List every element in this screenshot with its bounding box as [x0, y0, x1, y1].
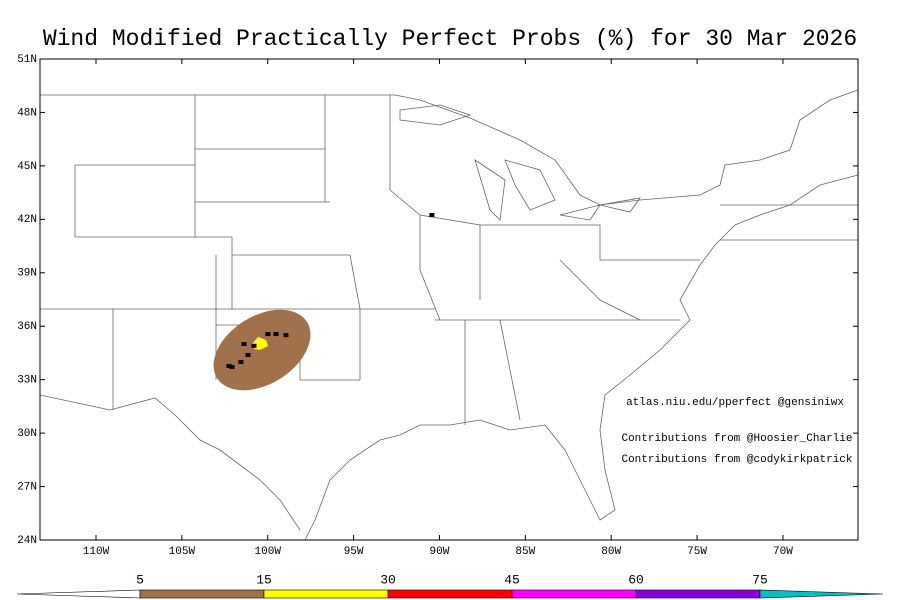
colorbar-segment — [635, 589, 761, 599]
border-mexico — [39, 394, 301, 531]
lon-tick-label: 90W — [430, 546, 450, 558]
lon-tick-label: 80W — [601, 546, 621, 558]
title: Wind Modified Practically Perfect Probs … — [43, 26, 857, 52]
lat-tick-label: 36N — [17, 321, 37, 333]
colorbar-segment — [759, 589, 884, 599]
lat-tick-label: 42N — [17, 214, 37, 226]
annotation: Contributions from @Hoosier_Charlie — [621, 433, 852, 445]
lon-tick-label: 95W — [344, 546, 364, 558]
storm-report — [283, 333, 289, 338]
lat-tick-label: 48N — [17, 107, 37, 119]
colorbar-label: 45 — [504, 572, 520, 587]
storm-report — [273, 332, 279, 337]
colorbar-label: 15 — [256, 572, 272, 587]
lat-tick-label: 39N — [17, 268, 37, 280]
lat-tick-label: 24N — [17, 535, 37, 547]
lon-tick-label: 75W — [687, 546, 707, 558]
coastline-border — [40, 89, 859, 206]
colorbar-segment — [16, 589, 141, 599]
lat-tick-label: 33N — [17, 375, 37, 387]
lakes — [399, 104, 641, 221]
lon-tick-label: 110W — [83, 546, 110, 558]
storm-report — [229, 365, 235, 370]
geography — [39, 89, 859, 541]
colorbar-label: 60 — [628, 572, 644, 587]
map-frame — [39, 58, 859, 541]
storm-report — [245, 353, 251, 358]
contour-5 — [213, 309, 311, 391]
colorbar-segment — [263, 589, 389, 599]
colorbar-label: 5 — [136, 572, 144, 587]
storm-report — [238, 360, 244, 365]
lat-tick-label: 45N — [17, 161, 37, 173]
storm-report — [241, 342, 247, 347]
storm-report — [265, 332, 271, 337]
storm-report — [251, 343, 257, 348]
lon-tick-label: 105W — [169, 546, 196, 558]
annotation: atlas.niu.edu/pperfect @gensiniwx — [626, 397, 844, 409]
annotation: Contributions from @codykirkpatrick — [621, 454, 852, 466]
lon-tick-label: 70W — [773, 546, 793, 558]
lon-tick-label: 85W — [515, 546, 535, 558]
colorbar-segment — [511, 589, 637, 599]
colorbar-label: 75 — [752, 572, 768, 587]
colorbar-label: 30 — [380, 572, 396, 587]
colorbar-segment — [139, 589, 265, 599]
colorbar-segment — [387, 589, 513, 599]
lat-tick-label: 30N — [17, 428, 37, 440]
state-lines — [40, 95, 858, 425]
storm-report — [429, 213, 435, 218]
lon-tick-label: 100W — [255, 546, 282, 558]
lat-tick-label: 27N — [17, 481, 37, 493]
storm-report — [226, 363, 232, 368]
probability-contours — [213, 309, 311, 391]
coastline — [304, 174, 859, 541]
lat-tick-label: 51N — [17, 54, 37, 66]
